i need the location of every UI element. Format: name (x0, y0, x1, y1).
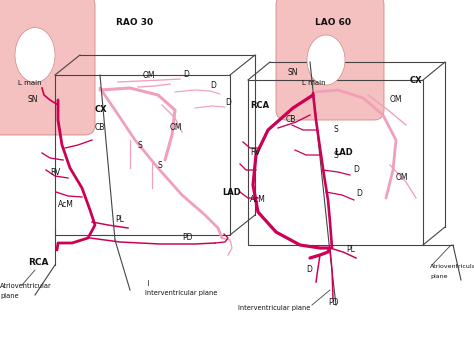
Text: Interventricular plane: Interventricular plane (145, 290, 218, 296)
Text: PD: PD (182, 233, 192, 242)
Text: OM: OM (390, 95, 402, 104)
Text: LAD: LAD (334, 148, 353, 157)
Text: S: S (334, 151, 339, 160)
Text: RAO 30: RAO 30 (117, 18, 154, 27)
Text: OM: OM (396, 173, 409, 182)
Text: D: D (353, 165, 359, 174)
FancyBboxPatch shape (276, 0, 384, 120)
Text: Atrioventricular: Atrioventricular (430, 264, 474, 269)
Text: plane: plane (0, 293, 18, 299)
Text: D: D (306, 265, 312, 274)
Text: LAO 60: LAO 60 (315, 18, 351, 27)
Text: PD: PD (328, 298, 338, 307)
Text: PL: PL (115, 215, 124, 224)
Text: AcM: AcM (58, 200, 74, 209)
Text: S: S (158, 161, 163, 170)
Text: D: D (356, 189, 362, 198)
Text: S: S (334, 125, 339, 134)
Text: RV: RV (250, 148, 260, 157)
Text: Atrioventricular: Atrioventricular (0, 283, 52, 289)
Text: CB: CB (95, 123, 105, 132)
Text: S: S (138, 141, 143, 150)
Text: RCA: RCA (28, 258, 48, 267)
Text: OM: OM (143, 71, 155, 80)
Text: L main: L main (18, 80, 42, 86)
Text: PL: PL (346, 245, 355, 254)
Ellipse shape (15, 27, 55, 82)
Text: CX: CX (95, 105, 108, 114)
FancyBboxPatch shape (0, 0, 95, 135)
Text: SN: SN (28, 95, 38, 104)
Text: RV: RV (50, 168, 60, 177)
Text: L main: L main (302, 80, 326, 86)
Text: AcM: AcM (250, 195, 266, 204)
Text: plane: plane (430, 274, 447, 279)
Text: OM: OM (170, 123, 182, 132)
Text: D: D (210, 81, 216, 90)
Text: SN: SN (288, 68, 299, 77)
Text: D: D (225, 98, 231, 107)
Text: CX: CX (410, 76, 423, 85)
Text: D: D (183, 70, 189, 79)
Ellipse shape (307, 35, 345, 85)
Text: CB: CB (286, 115, 296, 124)
Text: LAD: LAD (222, 188, 241, 197)
Text: Interventricular plane: Interventricular plane (237, 305, 310, 311)
Text: RCA: RCA (250, 101, 269, 110)
